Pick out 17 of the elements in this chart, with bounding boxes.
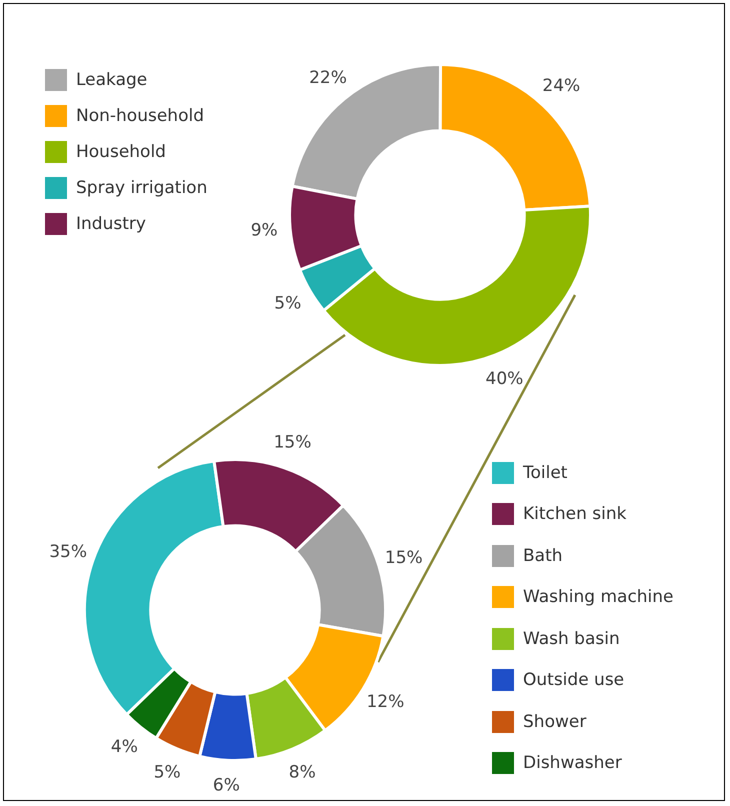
- legend-label: Shower: [523, 712, 586, 732]
- data-label: 35%: [49, 542, 88, 562]
- data-label: 6%: [212, 776, 240, 796]
- legend-label: Household: [76, 142, 166, 162]
- data-label: 5%: [154, 762, 181, 782]
- legend-label: Leakage: [76, 70, 148, 90]
- legend-label: Dishwasher: [523, 753, 622, 774]
- legend-label: Industry: [76, 214, 146, 234]
- legend-label: Outside use: [523, 670, 624, 690]
- data-label: 12%: [366, 692, 404, 712]
- data-label: 22%: [309, 68, 347, 88]
- data-label: 9%: [250, 220, 278, 240]
- data-label: 24%: [542, 76, 580, 96]
- data-label: 8%: [288, 762, 316, 783]
- legend-label: Spray irrigation: [76, 178, 208, 198]
- data-label: 4%: [110, 736, 138, 757]
- legend-label: Non-household: [76, 106, 204, 126]
